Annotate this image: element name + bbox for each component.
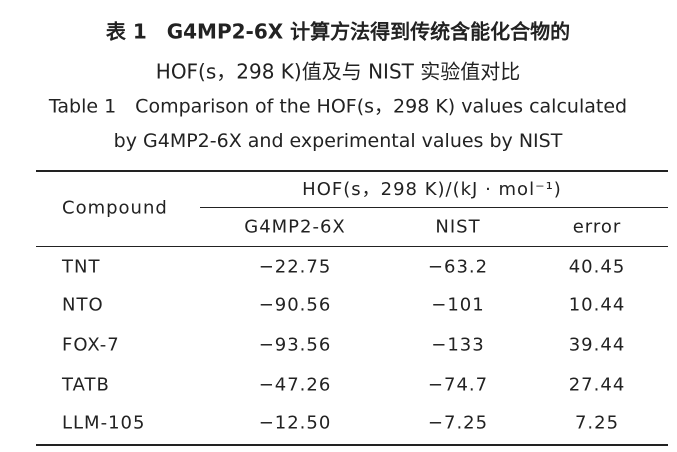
caption-en: Table 1 Comparison of the HOF(s，298 K) v… [48, 95, 628, 118]
compound-cell: NTO [62, 294, 104, 316]
value-cell: 7.25 [574, 412, 620, 434]
header-rule [36, 246, 668, 247]
value-cell: 27.44 [568, 374, 626, 396]
value-cell: 10.44 [568, 294, 626, 316]
value-cell: −74.7 [427, 374, 489, 396]
group-rule [200, 207, 668, 208]
value-cell: −47.26 [258, 374, 332, 396]
compound-cell: FOX-7 [62, 334, 120, 356]
value-cell: 39.44 [568, 334, 626, 356]
compound-cell: TATB [62, 374, 110, 396]
compound-cell: TNT [62, 256, 101, 278]
value-cell: −133 [431, 334, 485, 356]
header-cell: error [572, 216, 622, 238]
value-cell: −7.25 [427, 412, 489, 434]
value-cell: 40.45 [568, 256, 626, 278]
header-cell: G4MP2-6X [244, 216, 346, 238]
bottom-rule [36, 444, 668, 446]
value-cell: −90.56 [258, 294, 332, 316]
value-cell: −93.56 [258, 334, 332, 356]
compound-cell: LLM-105 [62, 412, 146, 434]
caption-zh: HOF(s，298 K)值及与 NIST 实验值对比 [155, 59, 521, 84]
header-cell: Compound [62, 197, 168, 219]
value-cell: −12.50 [258, 412, 332, 434]
value-cell: −63.2 [427, 256, 489, 278]
top-rule [36, 170, 668, 172]
header-cell: HOF(s，298 K)/(kJ · mol⁻¹) [302, 179, 562, 200]
caption-en: by G4MP2-6X and experimental values by N… [113, 130, 563, 152]
value-cell: −22.75 [258, 256, 332, 278]
caption-zh: 表 1 G4MP2-6X 计算方法得到传统含能化合物的 [105, 19, 571, 44]
value-cell: −101 [431, 294, 485, 316]
header-cell: NIST [435, 216, 481, 238]
